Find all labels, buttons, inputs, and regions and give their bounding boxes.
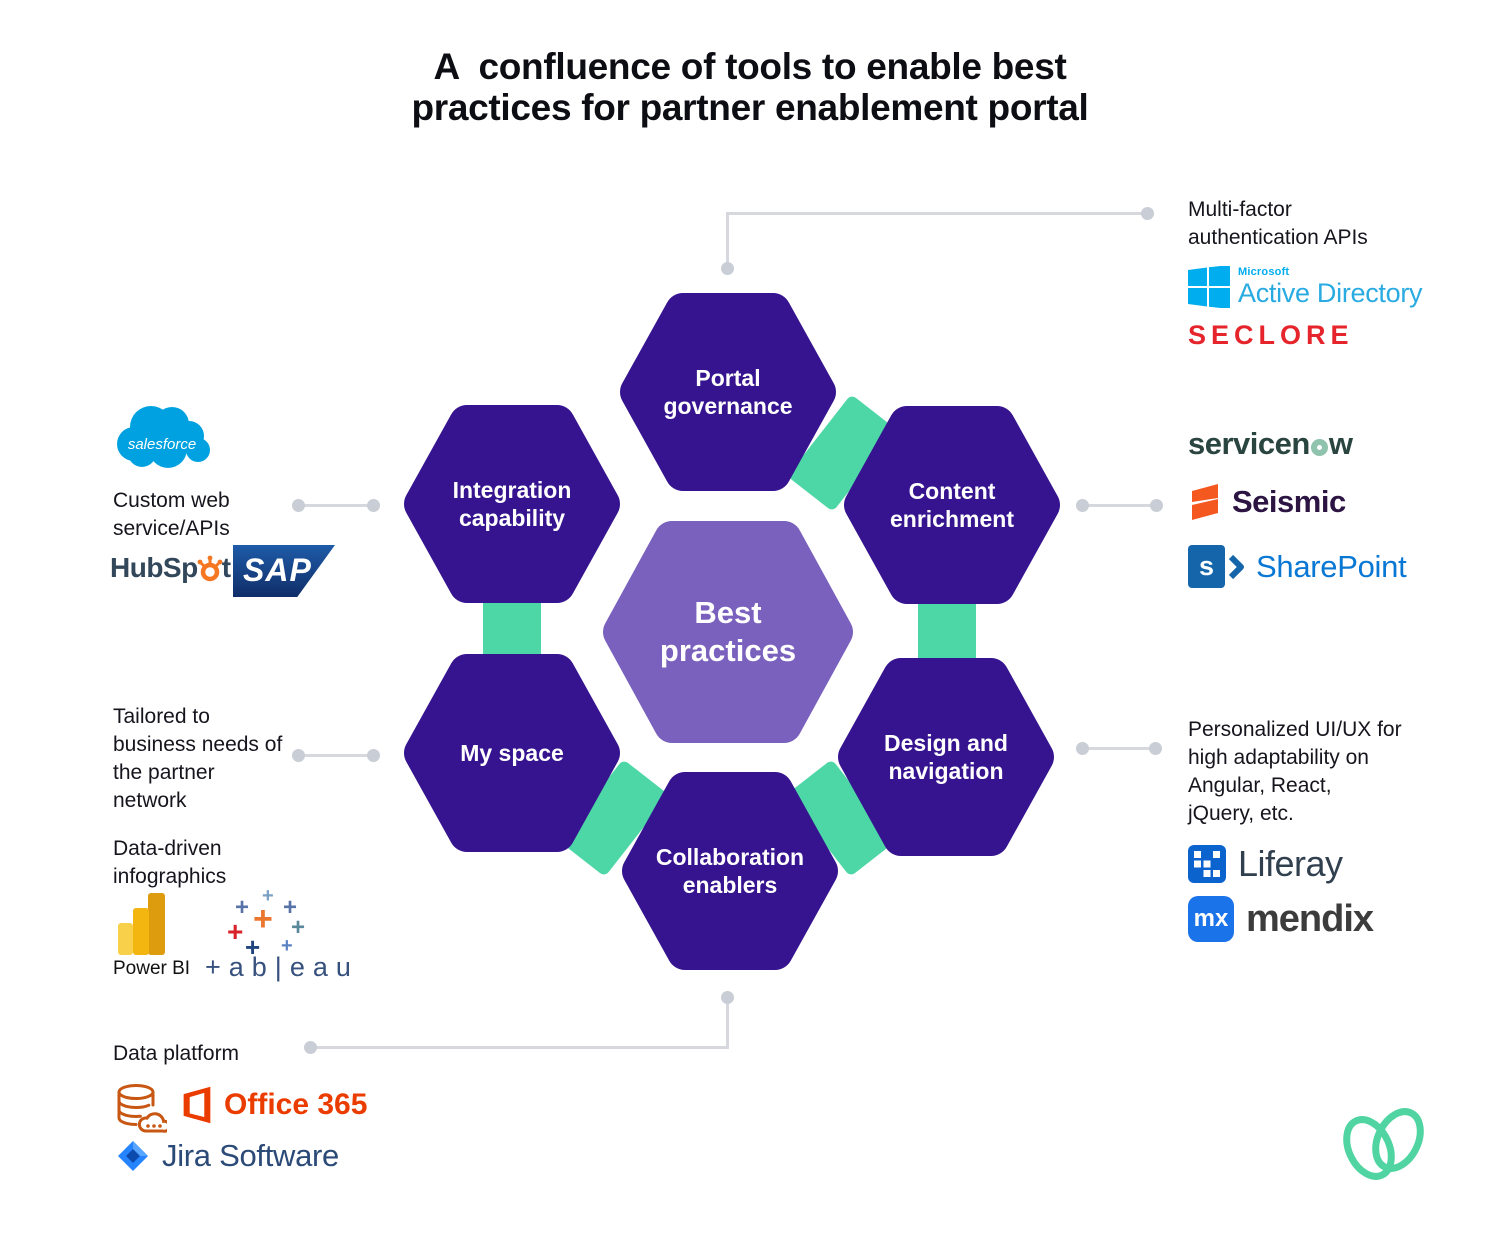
note-personalized-uiux: Personalized UI/UX for high adaptability… [1188,718,1402,825]
liferay-icon [1188,845,1226,883]
hexagon-label: My space [460,739,564,766]
leader-bottom-horizontal [310,1046,729,1049]
jira-wordmark: Jira Software [162,1138,339,1173]
brand-loop-logo-icon [1343,1108,1424,1180]
hubspot-logo: HubSp t [110,552,231,584]
mendix-logo: mx mendix [1188,896,1374,942]
title-line-2: practices for partner enablement portal [411,87,1089,129]
note-custom-web-services: Custom web service/APIs [113,489,230,540]
hubspot-sprocket-icon [197,555,223,582]
note-mfa-apis: Multi-factor authentication APIs [1188,198,1368,249]
leader-dot [367,749,380,762]
hexagon-label: Portal governance [663,364,793,419]
hexagon-design-navigation: Design and navigation [838,658,1054,856]
microsoft-wordmark: Microsoft [1238,266,1290,278]
liferay-logo: Liferay [1188,843,1343,885]
salesforce-cloud-icon: salesforce [117,406,210,468]
jira-logo: Jira Software [116,1138,339,1174]
hexagon-label: Integration capability [452,476,572,531]
sap-logo: SAP [233,545,335,597]
hexagon-label: Collaboration enablers [655,843,805,898]
hexagon-best-practices: Best practices [603,521,853,743]
title-line-1: A confluence of tools to enable best [433,46,1067,87]
leader-dot [1076,499,1089,512]
seismic-wordmark: Seismic [1232,484,1346,519]
servicenow-text-pre: servicen [1188,426,1310,461]
tableau-plus-icon: + [235,894,250,921]
seclore-logo: SECLORE [1188,320,1354,350]
servicenow-o-icon [1310,438,1328,456]
salesforce-logo: salesforce [106,394,218,479]
servicenow-logo: servicen w [1188,426,1353,462]
tableau-plus-icon: + [262,885,274,907]
tableau-plus-icon: + [227,916,244,947]
servicenow-text-post: w [1328,426,1353,461]
leader-right-content [1082,504,1157,507]
tableau-wordmark: +ab|eau [205,952,359,982]
leader-top-horizontal [726,212,1148,215]
liferay-wordmark: Liferay [1238,843,1343,884]
leader-top-dot-start [721,262,734,275]
leader-top-dot-end [1141,207,1154,220]
office365-logo: Office 365 [180,1085,367,1125]
leader-dot [1076,742,1089,755]
hubspot-text-post: t [221,552,231,583]
sap-wordmark: SAP [243,552,312,588]
hexagon-portal-governance: Portal governance [620,293,836,491]
sharepoint-logo: s SharePoint [1188,545,1407,588]
sharepoint-chevron-icon [1228,554,1244,579]
windows-flag-icon [1188,266,1230,308]
leader-dot [292,499,305,512]
hexagon-integration-capability: Integration capability [404,405,620,603]
office-icon [183,1086,211,1124]
database-cloud-icon [117,1084,167,1133]
mendix-mx-icon: mx [1188,896,1234,942]
active-directory-logo: Microsoft Active Directory [1188,266,1423,309]
sharepoint-wordmark: SharePoint [1256,548,1407,584]
hexagon-label: Design and navigation [884,729,1008,784]
sharepoint-s-icon: s [1188,545,1225,588]
page-title: A confluence of tools to enable best pra… [0,46,1500,129]
active-directory-wordmark: Active Directory [1238,278,1423,308]
mendix-wordmark: mendix [1246,897,1374,940]
leader-dot [304,1041,317,1054]
jira-diamond-icon [118,1141,148,1171]
hexagon-label: Content enrichment [890,477,1014,532]
leader-left-integration [298,504,374,507]
leader-dot [721,991,734,1004]
powerbi-bars-icon [118,893,165,955]
leader-top-vertical [726,212,729,270]
leader-bottom-vertical [726,997,729,1049]
tableau-plus-icon: + [291,914,306,941]
hubspot-text-pre: HubSp [110,552,198,583]
note-tailored-business-needs: Tailored to business needs of the partne… [113,705,283,812]
leader-right-design [1082,747,1156,750]
office-wordmark: Office 365 [224,1088,368,1121]
tableau-logo: + + + + + + + + +ab|eau [205,886,351,982]
powerbi-wordmark: Power BI [113,958,191,979]
leader-left-myspace [298,754,374,757]
leader-dot [367,499,380,512]
hexagon-collaboration-enablers: Collaboration enablers [622,772,838,970]
leader-dot [1150,499,1163,512]
tableau-plus-icon: + [245,932,261,962]
note-data-platform: Data platform [113,1042,240,1065]
seismic-icon [1192,484,1218,520]
tableau-plus-icon: + [283,894,298,921]
note-data-driven-infographics: Data-driven infographics [113,837,227,888]
hexagon-my-space: My space [404,654,620,852]
seismic-logo: Seismic [1190,483,1346,521]
tableau-plus-icon: + [253,900,273,938]
powerbi-logo [118,893,166,960]
leader-dot [1149,742,1162,755]
hexagon-label: Best practices [659,595,797,668]
hexagon-content-enrichment: Content enrichment [844,406,1060,604]
leader-dot [292,749,305,762]
tableau-plus-icon: + [281,935,293,957]
salesforce-wordmark: salesforce [128,436,196,453]
